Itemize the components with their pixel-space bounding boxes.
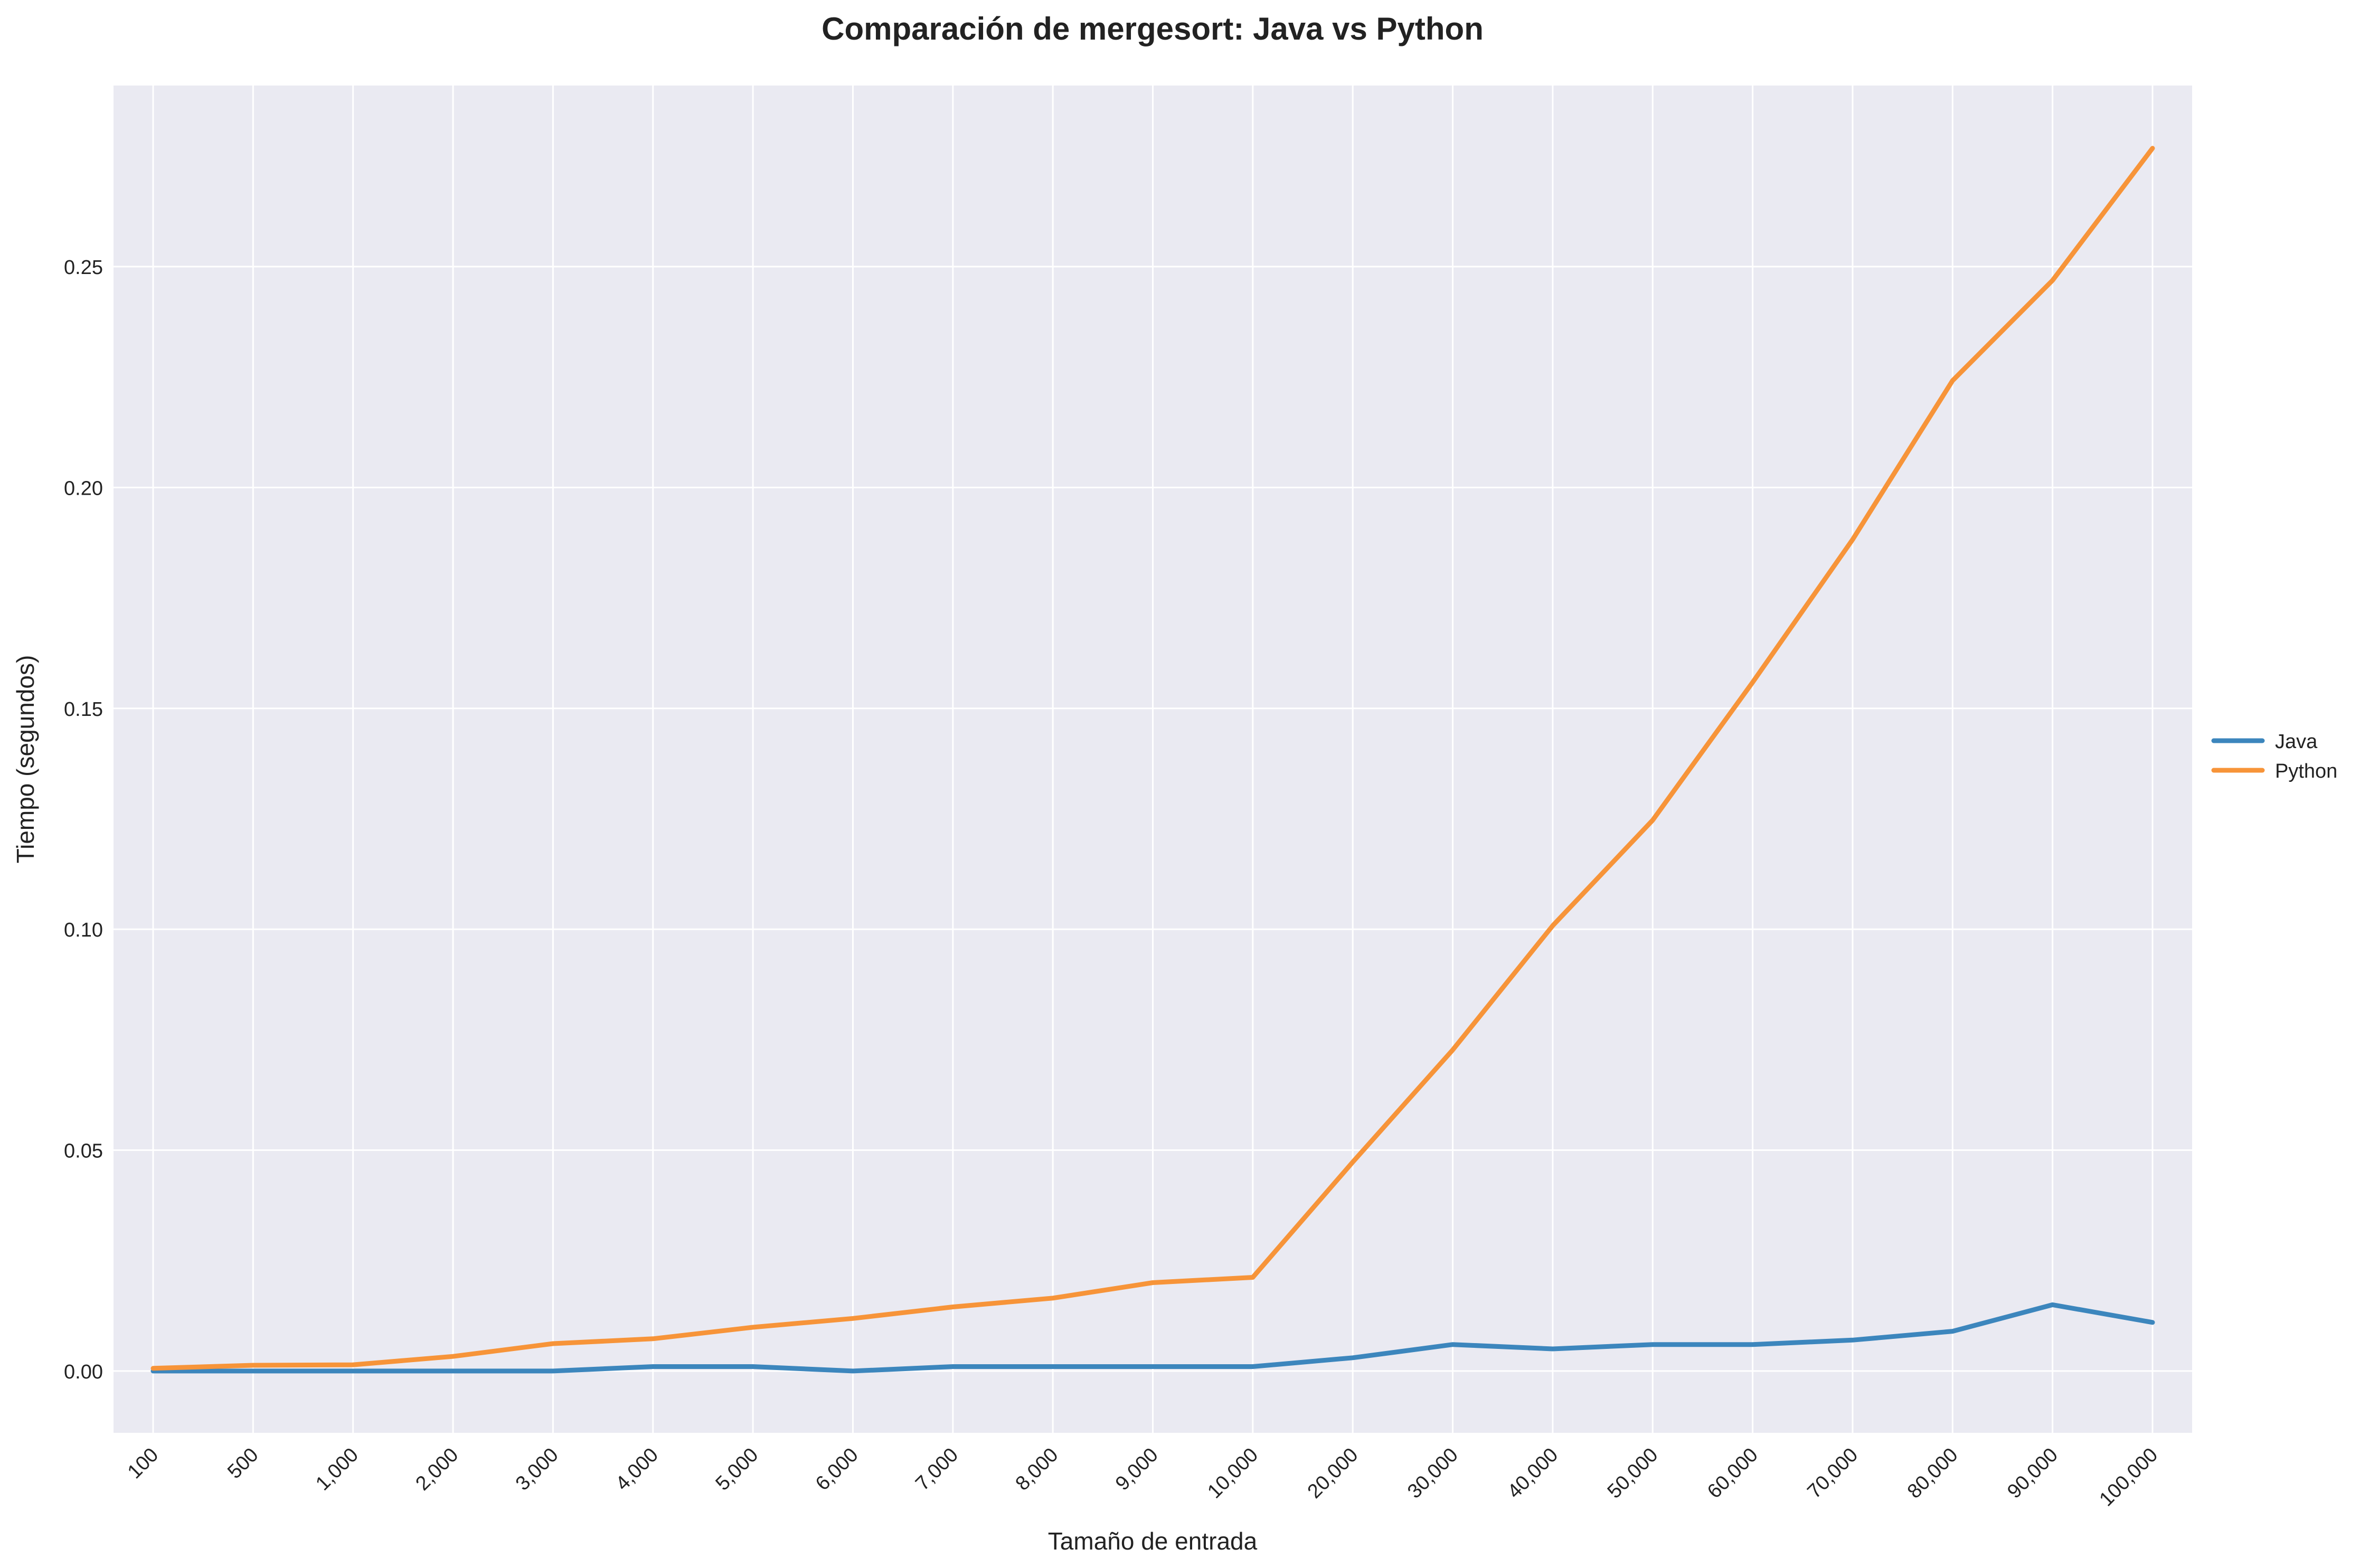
x-tick-label: 90,000 [2003,1444,2062,1503]
legend: Java Python [2211,731,2337,782]
x-tick-label: 60,000 [1703,1444,1762,1503]
legend-label: Python [2275,760,2337,782]
x-tick-label: 50,000 [1603,1444,1663,1503]
x-tick-label: 70,000 [1803,1444,1862,1503]
x-tick-label: 2,000 [411,1444,462,1495]
x-tick-label: 80,000 [1903,1444,1962,1503]
series-line-python [150,146,2155,1371]
y-tick-label: 0.05 [64,1140,103,1162]
y-tick-label: 0.25 [64,257,103,279]
grid-lines [114,86,2192,1433]
x-tick-label: 5,000 [712,1444,763,1495]
y-axis-title: Tiempo (segundos) [12,655,39,864]
x-tick-label: 3,000 [512,1444,563,1495]
x-tick-label: 4,000 [611,1444,663,1495]
x-tick-label: 8,000 [1012,1444,1063,1495]
y-tick-label: 0.20 [64,477,103,499]
x-tick-label: 9,000 [1111,1444,1163,1495]
y-tick-label: 0.10 [64,919,103,941]
x-tick-label: 6,000 [811,1444,863,1495]
series-line-java [150,1302,2155,1374]
y-tick-labels: 0.00 0.05 0.10 0.15 0.20 0.25 [64,257,103,1383]
x-tick-label: 20,000 [1304,1444,1363,1503]
x-tick-label: 7,000 [911,1444,962,1495]
x-tick-label: 100 [124,1444,163,1484]
x-tick-label: 10,000 [1203,1444,1262,1503]
series-lines [150,146,2155,1374]
chart-title: Comparación de mergesort: Java vs Python [822,11,1484,46]
x-tick-label: 40,000 [1503,1444,1562,1503]
x-tick-label: 500 [223,1444,263,1484]
y-tick-label: 0.00 [64,1361,103,1383]
x-tick-label: 1,000 [311,1444,363,1495]
x-tick-label: 30,000 [1403,1444,1462,1503]
legend-label: Java [2275,731,2318,753]
x-axis-title: Tamaño de entrada [1048,1527,1258,1555]
x-tick-labels: 100 500 1,000 2,000 3,000 4,000 5,000 6,000 7,00… [124,1444,2163,1511]
x-tick-label: 100,000 [2095,1444,2163,1511]
y-tick-label: 0.15 [64,698,103,721]
